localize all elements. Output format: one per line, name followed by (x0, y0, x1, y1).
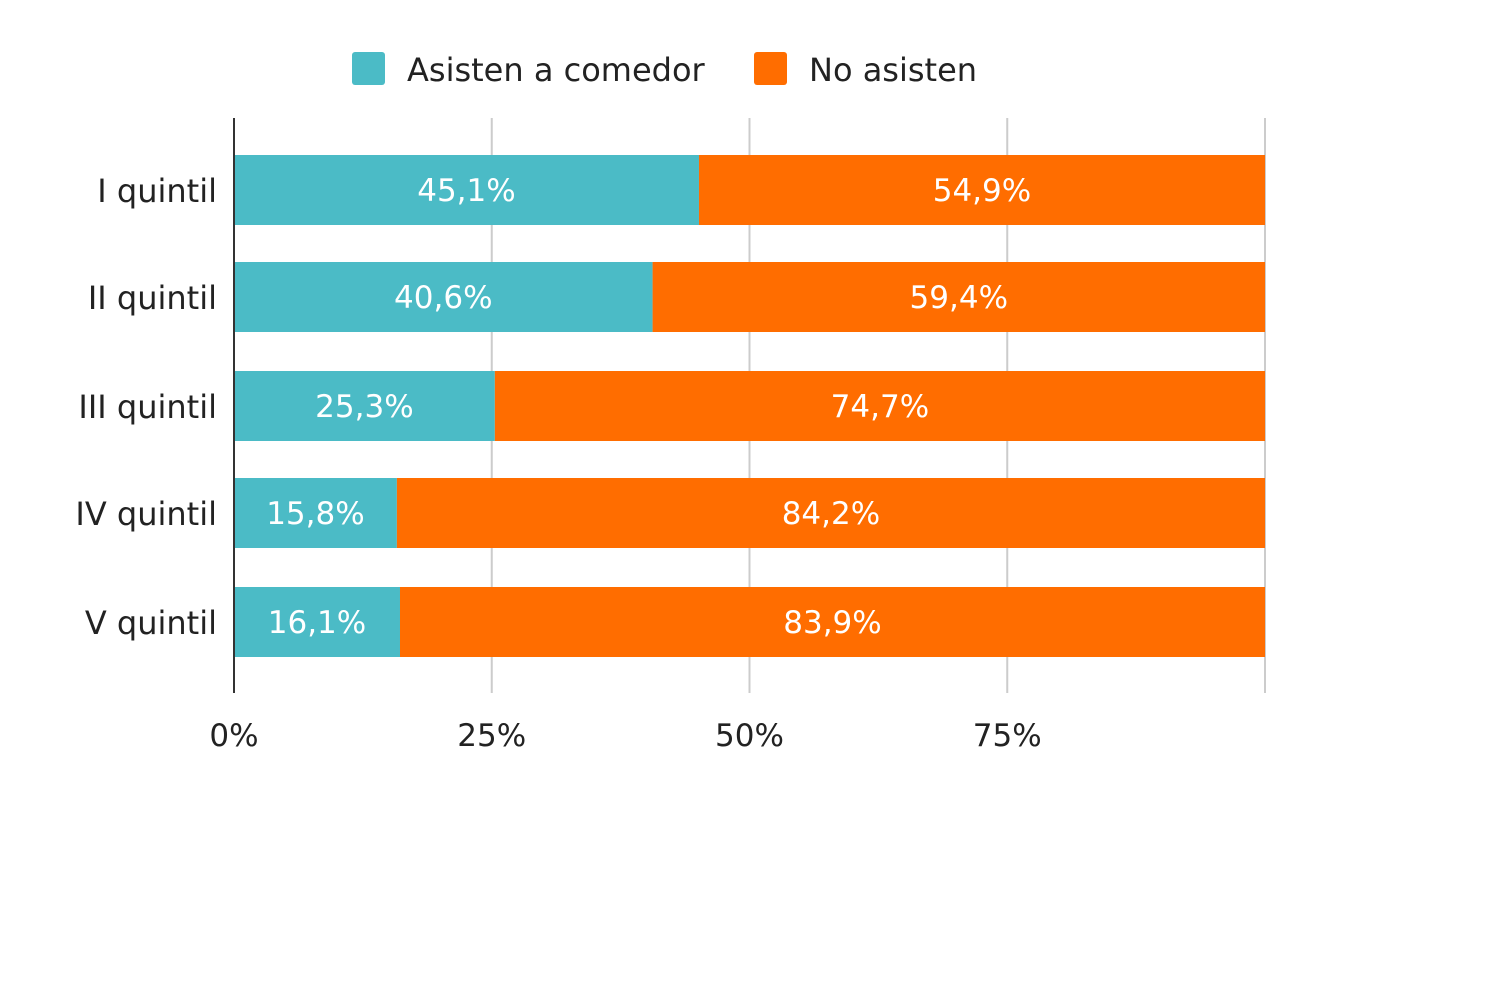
bar-no-asisten (494, 371, 1265, 441)
data-label: 40,6% (394, 280, 492, 316)
bar-no-asisten (399, 587, 1266, 657)
data-label: 54,9% (933, 173, 1031, 209)
bar-asisten (234, 155, 699, 225)
bar-asisten (234, 587, 400, 657)
category-label: IV quintil (75, 495, 217, 533)
legend-swatch (754, 52, 787, 85)
data-label: 84,2% (782, 496, 880, 532)
legend-label: Asisten a comedor (407, 51, 706, 89)
data-label: 59,4% (910, 280, 1008, 316)
x-tick-label: 25% (457, 718, 526, 754)
data-label: 83,9% (783, 605, 881, 641)
category-label: III quintil (78, 388, 217, 426)
legend-swatch (352, 52, 385, 85)
bar-no-asisten (396, 478, 1265, 548)
data-label: 16,1% (268, 605, 366, 641)
data-label: 25,3% (315, 389, 413, 425)
category-label: I quintil (97, 172, 217, 210)
category-label: II quintil (88, 279, 217, 317)
bar-no-asisten (698, 155, 1265, 225)
bar-asisten (234, 371, 495, 441)
data-label: 15,8% (266, 496, 364, 532)
bar-asisten (234, 262, 653, 332)
bar-no-asisten (652, 262, 1265, 332)
data-label: 45,1% (417, 173, 515, 209)
legend-label: No asisten (809, 51, 977, 89)
data-label: 74,7% (831, 389, 929, 425)
x-tick-label: 50% (715, 718, 784, 754)
x-tick-label: 75% (973, 718, 1042, 754)
x-tick-label: 0% (209, 718, 258, 754)
bar-asisten (234, 478, 397, 548)
category-label: V quintil (85, 604, 217, 642)
